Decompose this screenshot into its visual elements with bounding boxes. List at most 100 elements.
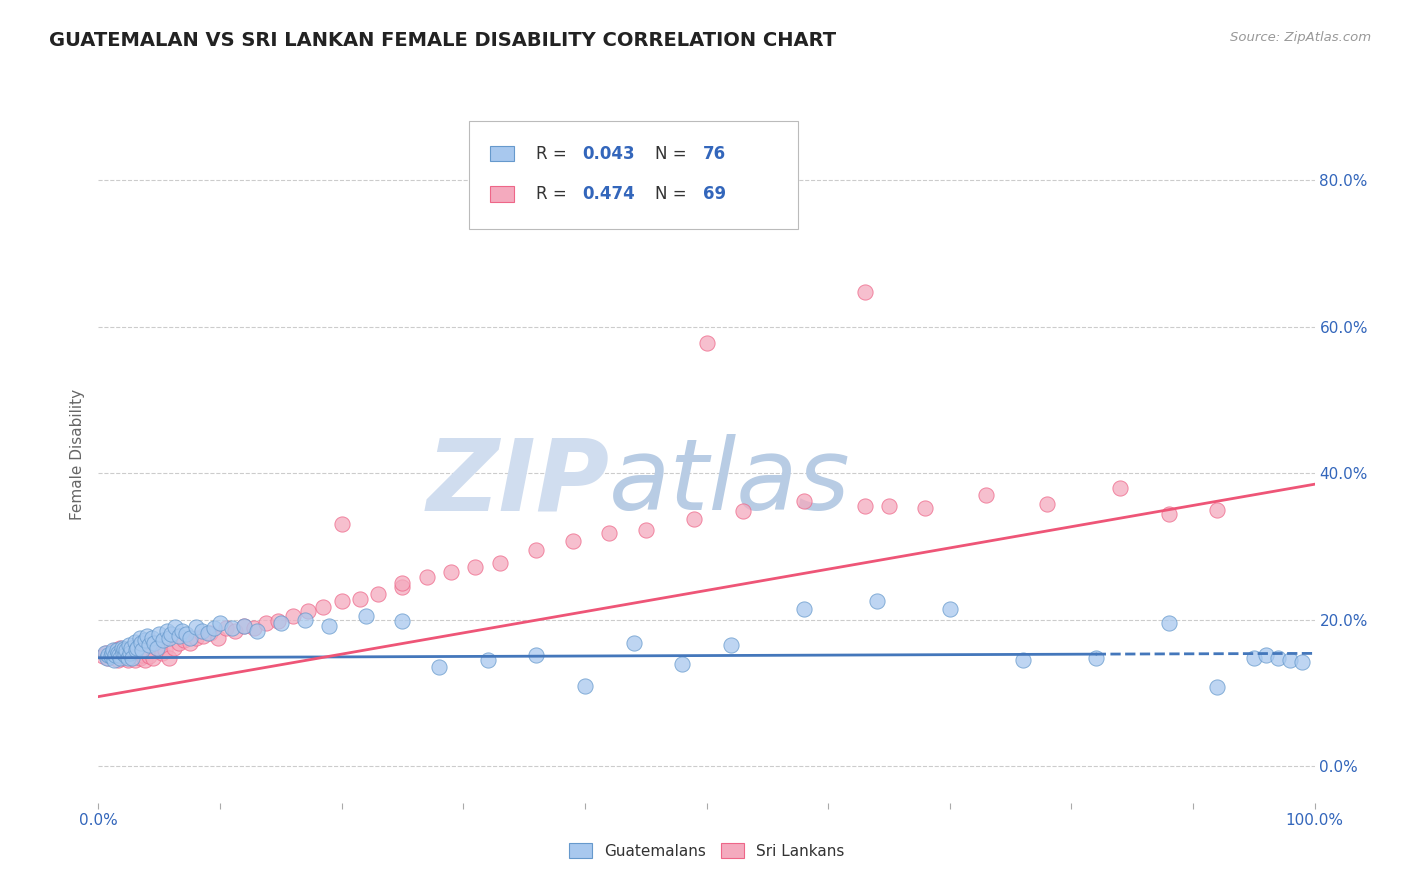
Point	[561, 533, 583, 548]
Point	[100, 648, 122, 662]
Point	[142, 650, 165, 665]
Point	[101, 646, 124, 660]
Point	[136, 629, 159, 643]
Point	[114, 643, 136, 657]
Point	[167, 629, 190, 643]
Point	[243, 622, 266, 636]
Point	[127, 643, 149, 657]
Point	[184, 620, 207, 634]
Point	[138, 649, 160, 664]
Point	[117, 650, 139, 665]
Point	[696, 335, 718, 350]
Point	[93, 646, 115, 660]
Point	[391, 614, 413, 628]
Point	[1109, 481, 1132, 495]
Point	[367, 587, 389, 601]
Point	[127, 640, 149, 655]
Point	[104, 648, 127, 662]
Point	[125, 643, 148, 657]
Point	[233, 618, 256, 632]
Point	[623, 636, 645, 650]
Point	[117, 653, 139, 667]
Point	[221, 622, 243, 636]
Text: 69: 69	[703, 185, 725, 203]
Point	[163, 620, 186, 634]
Point	[110, 640, 132, 655]
Point	[179, 636, 201, 650]
Text: ZIP: ZIP	[426, 434, 609, 532]
Point	[245, 624, 267, 638]
Point	[416, 570, 439, 584]
Point	[270, 616, 292, 631]
Point	[191, 629, 214, 643]
Point	[104, 643, 127, 657]
Point	[97, 648, 120, 662]
Point	[136, 643, 159, 657]
Point	[793, 601, 815, 615]
Point	[634, 524, 657, 538]
Point	[853, 499, 876, 513]
Point	[179, 631, 201, 645]
Point	[150, 646, 173, 660]
Point	[731, 504, 754, 518]
Point	[143, 636, 166, 650]
Text: atlas: atlas	[609, 434, 851, 532]
Text: N =: N =	[655, 145, 692, 162]
Point	[110, 650, 132, 665]
Point	[100, 649, 122, 664]
Point	[391, 576, 413, 591]
Point	[1157, 507, 1180, 521]
Point	[318, 618, 340, 632]
Point	[866, 594, 889, 608]
Text: N =: N =	[655, 185, 692, 203]
Point	[146, 640, 169, 655]
Text: 76: 76	[703, 145, 725, 162]
Point	[330, 517, 353, 532]
Point	[111, 650, 134, 665]
Point	[124, 653, 146, 667]
Point	[330, 594, 353, 608]
FancyBboxPatch shape	[491, 146, 515, 161]
Point	[207, 631, 229, 645]
Point	[1291, 655, 1313, 669]
Point	[793, 494, 815, 508]
Point	[1157, 616, 1180, 631]
Point	[197, 626, 219, 640]
Point	[107, 646, 129, 660]
Point	[167, 636, 190, 650]
Point	[155, 643, 177, 657]
Point	[114, 648, 136, 662]
Point	[96, 650, 118, 665]
Point	[97, 650, 120, 665]
Point	[118, 646, 141, 660]
Y-axis label: Female Disability: Female Disability	[70, 389, 86, 521]
Point	[128, 631, 150, 645]
Point	[1243, 650, 1265, 665]
Point	[1206, 503, 1229, 517]
Point	[215, 622, 238, 636]
Point	[974, 488, 997, 502]
Point	[1036, 497, 1059, 511]
Point	[146, 640, 169, 655]
Point	[294, 613, 316, 627]
Point	[138, 638, 160, 652]
Point	[224, 624, 246, 638]
Text: 0.474: 0.474	[582, 185, 636, 203]
Point	[1011, 653, 1033, 667]
Point	[1206, 680, 1229, 694]
Point	[152, 633, 174, 648]
Point	[174, 627, 197, 641]
FancyBboxPatch shape	[491, 186, 515, 202]
Point	[112, 642, 135, 657]
Point	[477, 653, 499, 667]
Point	[91, 649, 114, 664]
Point	[209, 616, 232, 631]
Point	[163, 640, 186, 655]
Point	[110, 640, 132, 655]
Point	[118, 638, 141, 652]
Point	[427, 660, 450, 674]
Point	[141, 631, 163, 645]
Point	[598, 526, 620, 541]
Point	[1279, 653, 1302, 667]
Text: Source: ZipAtlas.com: Source: ZipAtlas.com	[1230, 31, 1371, 45]
